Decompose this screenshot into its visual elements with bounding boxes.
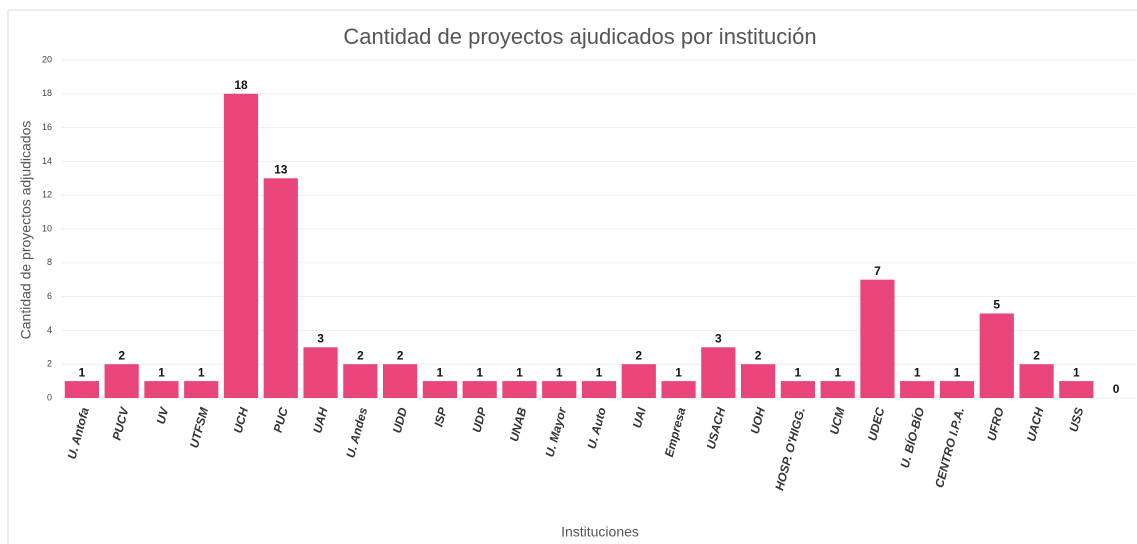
y-tick-label: 12 bbox=[42, 190, 52, 200]
bar bbox=[1019, 364, 1054, 398]
x-axis-label: Instituciones bbox=[561, 524, 639, 540]
y-tick-label: 14 bbox=[42, 156, 52, 166]
bar bbox=[939, 381, 975, 398]
bar bbox=[741, 364, 776, 398]
x-tick-label: PUC bbox=[271, 406, 291, 434]
value-label: 0 bbox=[1113, 382, 1120, 396]
y-tick-label: 0 bbox=[47, 392, 52, 402]
bar bbox=[104, 364, 139, 398]
value-label: 1 bbox=[516, 365, 523, 379]
value-label: 7 bbox=[874, 264, 881, 278]
value-label: 1 bbox=[437, 365, 444, 379]
value-label: 1 bbox=[158, 365, 165, 379]
x-tick-label: UOH bbox=[748, 406, 769, 436]
x-tick-label: U. BÍO-BÍO bbox=[897, 405, 928, 469]
bar bbox=[820, 381, 855, 398]
value-label: 13 bbox=[274, 162, 288, 176]
y-tick-label: 16 bbox=[42, 122, 52, 132]
value-label: 1 bbox=[675, 365, 682, 379]
value-label: 2 bbox=[1033, 348, 1040, 362]
bar bbox=[1059, 381, 1094, 398]
x-tick-label: USACH bbox=[704, 406, 729, 451]
x-tick-label: UV bbox=[154, 405, 172, 426]
x-tick-label: U. Mayor bbox=[543, 405, 570, 459]
x-tick-label: UCM bbox=[827, 405, 848, 436]
bar bbox=[223, 93, 259, 399]
chart-title: Cantidad de proyectos ajudicados por ins… bbox=[343, 24, 816, 49]
x-tick-label: UDP bbox=[470, 405, 490, 434]
bar bbox=[860, 279, 895, 398]
value-label: 1 bbox=[954, 365, 961, 379]
bar bbox=[64, 381, 99, 398]
value-label: 2 bbox=[397, 348, 404, 362]
y-tick-label: 2 bbox=[47, 359, 52, 369]
y-axis-label: Cantidad de proyectos adjudicados bbox=[18, 121, 34, 340]
x-tick-label: UAI bbox=[630, 405, 649, 429]
x-tick-label: UACH bbox=[1024, 406, 1047, 443]
value-label: 1 bbox=[79, 365, 86, 379]
bar bbox=[422, 381, 457, 398]
x-tick-label: UDD bbox=[390, 406, 410, 435]
x-tick-label: U. Antofa bbox=[65, 406, 92, 461]
x-tick-label: UTFSM bbox=[187, 405, 211, 450]
x-tick-label: USS bbox=[1066, 406, 1086, 433]
y-tick-label: 8 bbox=[47, 257, 52, 267]
value-label: 1 bbox=[476, 365, 483, 379]
bar bbox=[144, 381, 179, 398]
bar bbox=[343, 364, 378, 398]
x-tick-label: HOSP. O'HIGG. bbox=[772, 406, 808, 492]
y-tick-label: 10 bbox=[42, 223, 52, 233]
value-label: 3 bbox=[317, 331, 324, 345]
value-label: 1 bbox=[596, 365, 603, 379]
value-label: 1 bbox=[914, 365, 921, 379]
value-label: 1 bbox=[795, 365, 802, 379]
bar bbox=[502, 381, 537, 398]
bar bbox=[979, 313, 1014, 398]
bar bbox=[184, 381, 219, 398]
bar bbox=[542, 381, 577, 398]
bar bbox=[383, 364, 418, 398]
x-tick-label: UCH bbox=[231, 406, 251, 435]
x-tick-label: Empresa bbox=[662, 406, 689, 459]
y-tick-label: 18 bbox=[42, 88, 52, 98]
x-tick-label: UDEC bbox=[865, 406, 887, 443]
x-tick-label: UFRO bbox=[984, 405, 1006, 442]
bar bbox=[303, 347, 338, 398]
bar bbox=[661, 381, 696, 398]
y-tick-label: 6 bbox=[47, 291, 52, 301]
value-label: 2 bbox=[357, 348, 364, 362]
bar bbox=[900, 381, 935, 398]
bar bbox=[780, 381, 815, 398]
value-label: 1 bbox=[198, 365, 205, 379]
x-tick-label: U. Auto bbox=[585, 406, 609, 450]
value-label: 2 bbox=[118, 348, 125, 362]
value-label: 5 bbox=[993, 298, 1000, 312]
value-label: 1 bbox=[834, 365, 841, 379]
bar bbox=[263, 178, 298, 398]
x-tick-label: U. Andes bbox=[343, 406, 370, 460]
x-tick-label: CENTRO I.P.A. bbox=[932, 406, 967, 489]
value-label: 1 bbox=[556, 365, 563, 379]
x-tick-label: UAH bbox=[310, 406, 330, 435]
value-label: 2 bbox=[635, 348, 642, 362]
x-tick-label: ISP bbox=[431, 405, 450, 428]
value-label: 1 bbox=[1073, 365, 1080, 379]
value-label: 18 bbox=[234, 78, 248, 92]
bar bbox=[701, 347, 736, 398]
value-label: 2 bbox=[755, 348, 762, 362]
y-tick-label: 20 bbox=[42, 54, 52, 64]
bar bbox=[621, 364, 656, 398]
bar bbox=[581, 381, 617, 398]
x-tick-label: UNAB bbox=[507, 406, 530, 443]
x-tick-label: PUCV bbox=[109, 405, 131, 442]
y-tick-label: 4 bbox=[47, 325, 52, 335]
value-label: 3 bbox=[715, 331, 722, 345]
bar bbox=[462, 381, 497, 398]
